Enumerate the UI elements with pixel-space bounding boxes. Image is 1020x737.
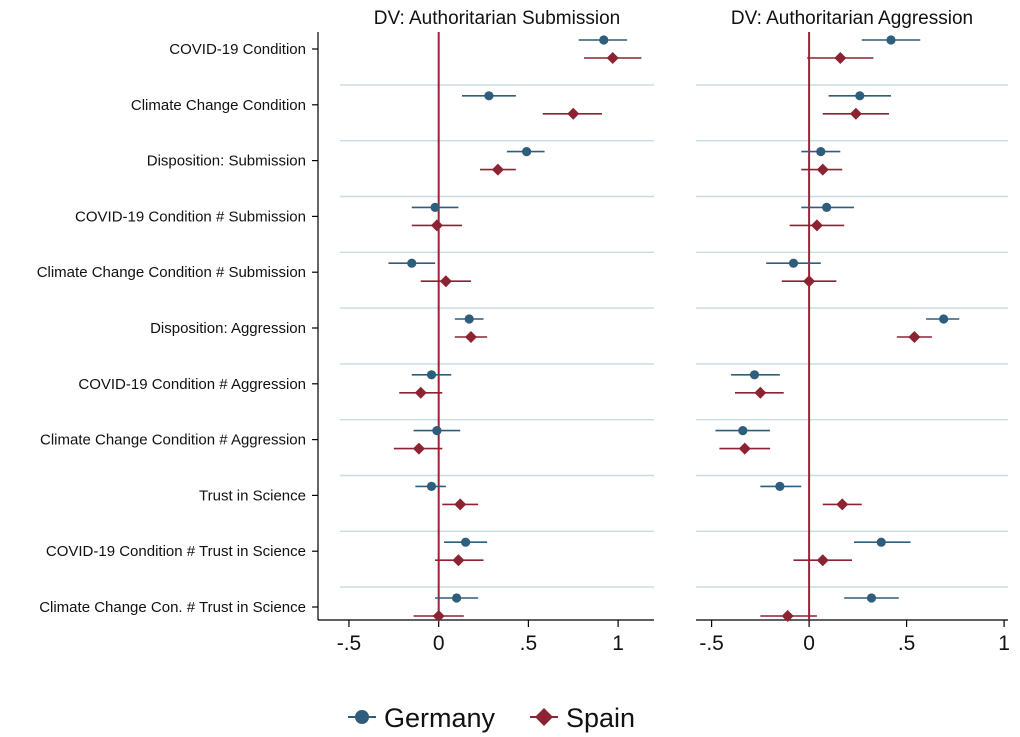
spain-point — [464, 331, 477, 343]
spain-point — [412, 442, 425, 455]
germany-point — [749, 370, 760, 380]
category-label: Climate Change Condition # Aggression — [40, 432, 306, 449]
category-label: Disposition: Aggression — [150, 320, 306, 337]
spain-point — [606, 52, 619, 64]
x-tick-label: 0 — [803, 632, 815, 655]
category-label: Climate Change Condition — [131, 97, 306, 114]
spain-point — [430, 219, 443, 232]
category-label: Climate Change Con. # Trust in Science — [39, 599, 306, 616]
legend-germany-marker — [355, 710, 369, 724]
germany-point — [464, 314, 474, 324]
germany-point — [886, 35, 896, 45]
germany-point — [775, 481, 785, 491]
germany-point — [738, 426, 748, 436]
x-tick-label: .5 — [520, 632, 538, 655]
spain-point — [432, 610, 445, 622]
category-label: COVID-19 Condition # Aggression — [78, 376, 306, 393]
spain-point — [803, 275, 816, 288]
germany-point — [407, 258, 417, 268]
spain-point — [834, 52, 847, 64]
category-label: COVID-19 Condition # Submission — [75, 208, 306, 225]
germany-point — [939, 314, 949, 324]
spain-point — [439, 275, 452, 288]
category-label: Disposition: Submission — [147, 153, 306, 170]
germany-point — [816, 147, 826, 157]
spain-point — [567, 107, 580, 120]
germany-point — [426, 481, 437, 491]
legend-germany-label: Germany — [384, 703, 496, 733]
category-label: COVID-19 Condition — [169, 41, 306, 58]
spain-point — [452, 554, 465, 567]
x-tick-label: -.5 — [699, 632, 724, 655]
x-tick-label: .5 — [898, 632, 916, 655]
germany-point — [452, 593, 462, 603]
germany-point — [432, 426, 442, 436]
category-label: Climate Change Condition # Submission — [37, 264, 306, 281]
spain-point — [454, 498, 467, 511]
germany-point — [855, 91, 865, 101]
spain-point — [816, 163, 829, 176]
spain-point — [491, 163, 504, 176]
germany-point — [822, 202, 832, 212]
spain-point — [908, 331, 921, 343]
legend-spain-marker — [535, 708, 553, 726]
spain-point — [781, 610, 794, 622]
panel-1-title: DV: Authoritarian Submission — [374, 8, 620, 29]
germany-point — [484, 91, 494, 101]
category-label: COVID-19 Condition # Trust in Science — [46, 543, 306, 560]
germany-point — [426, 370, 437, 380]
germany-point — [522, 147, 532, 157]
spain-point — [810, 219, 823, 232]
germany-point — [461, 537, 471, 547]
x-tick-label: -.5 — [337, 632, 362, 655]
germany-point — [876, 537, 886, 547]
x-tick-label: 1 — [612, 632, 624, 655]
panel-2-title: DV: Authoritarian Aggression — [731, 8, 973, 29]
germany-point — [788, 258, 799, 268]
legend-spain-label: Spain — [566, 703, 635, 733]
spain-point — [754, 386, 767, 399]
x-tick-label: 1 — [998, 632, 1010, 655]
spain-point — [816, 554, 829, 567]
category-label: Trust in Science — [199, 487, 306, 504]
x-tick-label: 0 — [433, 632, 445, 655]
spain-point — [836, 498, 849, 511]
germany-point — [430, 202, 440, 212]
germany-point — [599, 35, 609, 45]
spain-point — [738, 442, 751, 455]
germany-point — [866, 593, 877, 603]
spain-point — [414, 386, 427, 399]
spain-point — [849, 107, 862, 120]
